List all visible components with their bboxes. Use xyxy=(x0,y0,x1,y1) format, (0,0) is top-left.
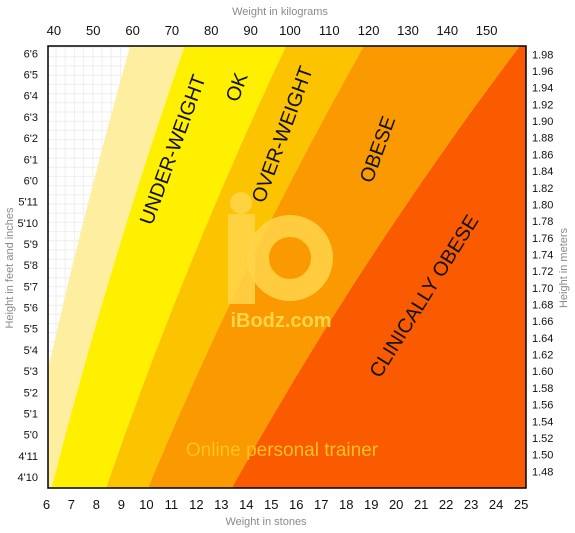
band-ok xyxy=(51,46,287,488)
plot-border xyxy=(47,45,527,489)
feet-tick-label: 6'1 xyxy=(24,154,38,166)
meter-tick-label: 1.50 xyxy=(532,450,553,462)
band-under-weight xyxy=(48,46,185,488)
feet-tick-label: 5'0 xyxy=(24,430,38,442)
stone-tick-label: 18 xyxy=(339,497,353,512)
kg-tick-label: 90 xyxy=(243,23,257,38)
ibodz-logo: iBodz.com xyxy=(228,192,333,332)
logo-bowl xyxy=(247,215,333,301)
feet-tick-label: 5'6 xyxy=(24,303,38,315)
feet-tick-label: 6'5 xyxy=(24,70,38,82)
stone-tick-label: 20 xyxy=(389,497,403,512)
stone-tick-label: 8 xyxy=(93,497,100,512)
stone-tick-label: 11 xyxy=(165,497,179,512)
stone-tick-label: 10 xyxy=(139,497,153,512)
meter-tick-label: 1.74 xyxy=(532,249,553,261)
feet-tick-label: 5'4 xyxy=(24,345,38,357)
meter-tick-label: 1.78 xyxy=(532,216,553,228)
meter-tick-label: 1.56 xyxy=(532,400,553,412)
meter-tick-label: 1.48 xyxy=(532,466,553,478)
stone-tick-label: 9 xyxy=(118,497,125,512)
meter-tick-label: 1.72 xyxy=(532,266,553,278)
feet-tick-label: 6'6 xyxy=(24,48,38,60)
meter-tick-label: 1.94 xyxy=(532,83,553,95)
meter-tick-label: 1.88 xyxy=(532,133,553,145)
stone-tick-label: 15 xyxy=(264,497,278,512)
stone-tick-label: 25 xyxy=(514,497,528,512)
band-clinically-obese xyxy=(232,46,526,488)
stone-tick-label: 19 xyxy=(364,497,378,512)
feet-tick-label: 5'7 xyxy=(24,281,38,293)
stone-tick-label: 24 xyxy=(489,497,503,512)
logo-dot xyxy=(230,192,252,214)
meter-tick-label: 1.96 xyxy=(532,66,553,78)
bmi-bands xyxy=(48,46,526,488)
stone-tick-label: 17 xyxy=(314,497,328,512)
feet-tick-label: 6'3 xyxy=(24,112,38,124)
meter-tick-label: 1.76 xyxy=(532,233,553,245)
right-axis-title: Height in meters xyxy=(558,227,570,308)
meter-tick-label: 1.92 xyxy=(532,99,553,111)
meter-tick-label: 1.98 xyxy=(532,49,553,61)
feet-tick-label: 5'1 xyxy=(24,408,38,420)
kg-tick-label: 50 xyxy=(86,23,100,38)
stone-tick-label: 6 xyxy=(43,497,50,512)
kg-tick-label: 100 xyxy=(279,23,301,38)
meter-tick-label: 1.84 xyxy=(532,166,553,178)
brand-text: iBodz.com xyxy=(230,310,331,332)
tagline-text: Online personal trainer xyxy=(186,440,379,461)
meter-tick-label: 1.80 xyxy=(532,199,553,211)
meter-tick-label: 1.58 xyxy=(532,383,553,395)
kg-tick-label: 120 xyxy=(358,23,380,38)
bottom-axis-title: Weight in stones xyxy=(225,516,307,528)
meter-tick-label: 1.64 xyxy=(532,333,553,345)
meter-tick-label: 1.68 xyxy=(532,300,553,312)
meter-tick-label: 1.60 xyxy=(532,366,553,378)
stone-tick-label: 21 xyxy=(414,497,428,512)
meter-tick-label: 1.82 xyxy=(532,183,553,195)
meter-tick-label: 1.86 xyxy=(532,149,553,161)
kg-tick-label: 60 xyxy=(125,23,139,38)
feet-tick-label: 5'5 xyxy=(24,324,38,336)
meter-tick-label: 1.70 xyxy=(532,283,553,295)
stone-tick-label: 22 xyxy=(439,497,453,512)
feet-tick-label: 6'0 xyxy=(24,175,38,187)
meter-tick-label: 1.52 xyxy=(532,433,553,445)
stone-tick-label: 12 xyxy=(189,497,203,512)
feet-tick-label: 5'10 xyxy=(18,218,38,230)
meter-tick-label: 1.90 xyxy=(532,116,553,128)
feet-tick-label: 6'2 xyxy=(24,133,38,145)
feet-tick-label: 4'11 xyxy=(18,451,38,463)
feet-tick-label: 5'9 xyxy=(24,239,38,251)
feet-tick-label: 6'4 xyxy=(24,91,38,103)
kg-tick-label: 40 xyxy=(47,23,61,38)
stone-tick-label: 23 xyxy=(464,497,478,512)
tick-labels: 40 50 60 70 80 90 100 110 120 130 140 150 6 7 8 9 10 11 12… xyxy=(18,23,554,512)
band-obese xyxy=(148,46,520,488)
feet-tick-label: 5'11 xyxy=(18,197,38,209)
kg-tick-label: 70 xyxy=(165,23,179,38)
kg-tick-label: 130 xyxy=(397,23,419,38)
left-axis-title: Height in feet and inches xyxy=(4,207,16,329)
plot-area xyxy=(48,46,526,488)
meter-tick-label: 1.54 xyxy=(532,416,553,428)
feet-tick-label: 4'10 xyxy=(18,472,38,484)
stone-tick-label: 14 xyxy=(239,497,253,512)
stone-tick-label: 7 xyxy=(68,497,75,512)
feet-tick-label: 5'3 xyxy=(24,366,38,378)
top-axis-title: Weight in kilograms xyxy=(232,6,328,18)
feet-tick-label: 5'2 xyxy=(24,387,38,399)
kg-tick-label: 110 xyxy=(319,23,340,38)
stone-tick-label: 16 xyxy=(289,497,303,512)
meter-tick-label: 1.66 xyxy=(532,316,553,328)
kg-tick-label: 150 xyxy=(476,23,498,38)
feet-tick-label: 5'8 xyxy=(24,260,38,272)
kg-tick-label: 140 xyxy=(436,23,458,38)
stone-tick-label: 13 xyxy=(214,497,228,512)
kg-tick-label: 80 xyxy=(204,23,218,38)
meter-tick-label: 1.62 xyxy=(532,350,553,362)
